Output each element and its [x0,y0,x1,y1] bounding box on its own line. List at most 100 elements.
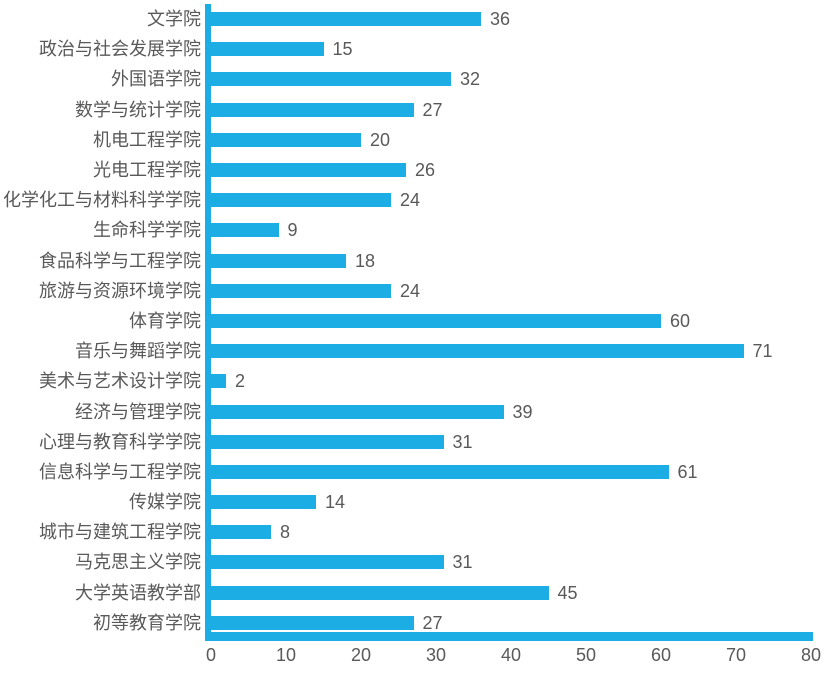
x-tick-label: 20 [350,645,372,665]
bar-area: 24 [205,276,825,306]
chart-row: 化学化工与材料科学学院 24 [0,185,825,215]
chart-row: 初等教育学院 27 [0,608,825,638]
category-label: 大学英语教学部 [75,582,201,603]
value-label: 9 [287,220,298,241]
bar-area: 31 [205,547,825,577]
value-label: 60 [670,310,691,331]
bar [211,253,346,268]
bar [211,464,669,479]
category-label: 旅游与资源环境学院 [39,280,201,301]
chart-row: 信息科学与工程学院 61 [0,457,825,487]
bar [211,404,504,419]
chart-row: 马克思主义学院 31 [0,547,825,577]
bar [211,72,451,87]
chart-row: 机电工程学院 20 [0,125,825,155]
x-tick-label: 70 [725,645,747,665]
chart-row: 美术与艺术设计学院 2 [0,366,825,396]
chart-row: 食品科学与工程学院 18 [0,246,825,276]
x-tick-label: 30 [425,645,447,665]
bar [211,585,549,600]
chart-row: 经济与管理学院 39 [0,396,825,426]
chart-row: 传媒学院 14 [0,487,825,517]
bar [211,102,414,117]
bar [211,525,271,540]
value-label: 24 [400,280,421,301]
category-label: 美术与艺术设计学院 [39,371,201,392]
category-label: 心理与教育科学学院 [39,431,201,452]
bar [211,12,481,27]
x-axis-bar [205,632,813,641]
bar [211,283,391,298]
value-label: 39 [512,401,533,422]
category-label: 数学与统计学院 [75,99,201,120]
bar-area: 27 [205,95,825,125]
x-tick-label: 60 [650,645,672,665]
bar [211,344,744,359]
bar [211,193,391,208]
bar [211,495,316,510]
bar [211,163,406,178]
x-axis-tick-labels: 0 10 20 30 40 50 60 70 80 [0,646,825,670]
category-label: 食品科学与工程学院 [39,250,201,271]
bar-area: 71 [205,336,825,366]
value-label: 15 [332,39,353,60]
bar-area: 31 [205,427,825,457]
value-label: 32 [460,69,481,90]
value-label: 8 [280,522,291,543]
bar-area: 15 [205,34,825,64]
bar [211,615,414,630]
value-label: 27 [422,612,443,633]
value-label: 20 [370,129,391,150]
bar-area: 20 [205,125,825,155]
bar [211,223,279,238]
category-label: 生命科学学院 [93,220,201,241]
category-label: 外国语学院 [111,69,201,90]
bar [211,313,661,328]
bar-rows: 文学院 36 政治与社会发展学院 15 外国语学院 32 数学与统计学院 27 … [0,4,825,638]
value-label: 71 [752,341,773,362]
bar-area: 36 [205,4,825,34]
bar-area: 9 [205,215,825,245]
chart-row: 文学院 36 [0,4,825,34]
bar-area: 18 [205,246,825,276]
category-label: 传媒学院 [129,492,201,513]
value-label: 26 [415,160,436,181]
bar-area: 27 [205,608,825,638]
category-label: 文学院 [147,9,201,30]
value-label: 14 [325,492,346,513]
bar [211,374,226,389]
bar [211,42,324,57]
bar-area: 60 [205,306,825,336]
x-tick-label: 50 [575,645,597,665]
bar-area: 8 [205,517,825,547]
category-label: 政治与社会发展学院 [39,39,201,60]
bar-area: 45 [205,578,825,608]
chart-row: 音乐与舞蹈学院 71 [0,336,825,366]
value-label: 31 [452,431,473,452]
chart-row: 外国语学院 32 [0,64,825,94]
bar-area: 24 [205,185,825,215]
value-label: 45 [557,582,578,603]
category-label: 马克思主义学院 [75,552,201,573]
chart-row: 旅游与资源环境学院 24 [0,276,825,306]
chart-row: 生命科学学院 9 [0,215,825,245]
x-tick-label: 0 [205,645,217,665]
bar-area: 26 [205,155,825,185]
value-label: 18 [355,250,376,271]
category-label: 经济与管理学院 [75,401,201,422]
bar [211,132,361,147]
chart-row: 大学英语教学部 45 [0,578,825,608]
x-tick-label: 80 [800,645,822,665]
bar-area: 61 [205,457,825,487]
category-label: 机电工程学院 [93,129,201,150]
bar [211,555,444,570]
category-label: 光电工程学院 [93,160,201,181]
value-label: 24 [400,190,421,211]
chart-row: 心理与教育科学学院 31 [0,427,825,457]
category-label: 城市与建筑工程学院 [39,522,201,543]
chart-row: 城市与建筑工程学院 8 [0,517,825,547]
value-label: 61 [677,461,698,482]
value-label: 31 [452,552,473,573]
category-label: 化学化工与材料科学学院 [3,190,201,211]
